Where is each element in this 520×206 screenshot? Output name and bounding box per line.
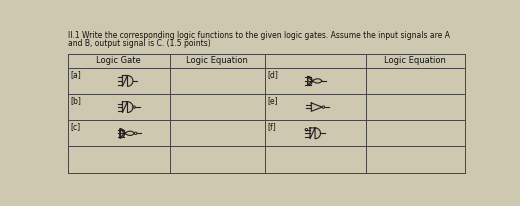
Text: Logic Equation: Logic Equation: [384, 56, 446, 66]
Text: [f]: [f]: [267, 123, 276, 131]
Text: [e]: [e]: [267, 96, 278, 105]
Text: II.1 Write the corresponding logic functions to the given logic gates. Assume th: II.1 Write the corresponding logic funct…: [68, 31, 450, 40]
Polygon shape: [310, 128, 320, 139]
Text: [a]: [a]: [70, 70, 81, 79]
Polygon shape: [122, 102, 133, 112]
Polygon shape: [122, 76, 133, 86]
Text: and B, output signal is C. (1.5 points): and B, output signal is C. (1.5 points): [68, 39, 211, 48]
Polygon shape: [311, 103, 322, 111]
Text: [c]: [c]: [70, 123, 81, 131]
Text: [b]: [b]: [70, 96, 81, 105]
Polygon shape: [120, 129, 135, 138]
Polygon shape: [308, 76, 322, 85]
Text: [d]: [d]: [267, 70, 278, 79]
Text: Logic Equation: Logic Equation: [186, 56, 248, 66]
Text: Logic Gate: Logic Gate: [97, 56, 141, 66]
